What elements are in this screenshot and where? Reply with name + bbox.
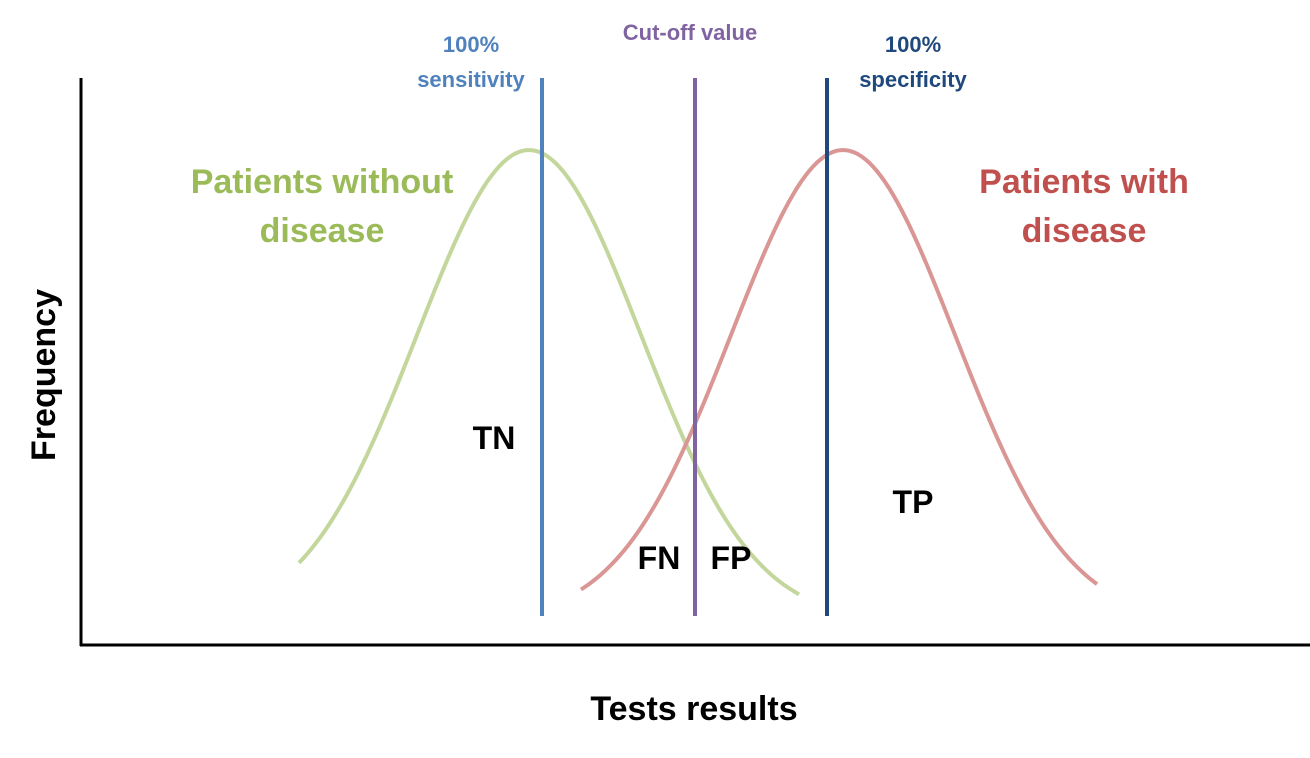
cutoff-label: Cut-off value xyxy=(623,20,757,45)
with-disease-label-line2: disease xyxy=(1022,212,1147,250)
region-tp-label: TP xyxy=(893,484,934,520)
sensitivity-label-line1: 100% xyxy=(443,32,499,57)
y-axis-title: Frequency xyxy=(25,289,63,461)
specificity-label-line1: 100% xyxy=(885,32,941,57)
region-fp-label: FP xyxy=(711,540,752,576)
region-tn-label: TN xyxy=(473,420,516,456)
specificity-label-line2: specificity xyxy=(859,67,967,92)
sensitivity-label-line2: sensitivity xyxy=(417,67,525,92)
without-disease-label-line2: disease xyxy=(260,212,385,250)
curve-patients-with-disease xyxy=(579,148,1099,592)
curve-patients-without-disease xyxy=(297,148,800,597)
region-fn-label: FN xyxy=(638,540,681,576)
without-disease-label-line1: Patients without xyxy=(191,163,454,201)
x-axis-title: Tests results xyxy=(590,690,797,728)
with-disease-label-line1: Patients with xyxy=(979,163,1189,201)
